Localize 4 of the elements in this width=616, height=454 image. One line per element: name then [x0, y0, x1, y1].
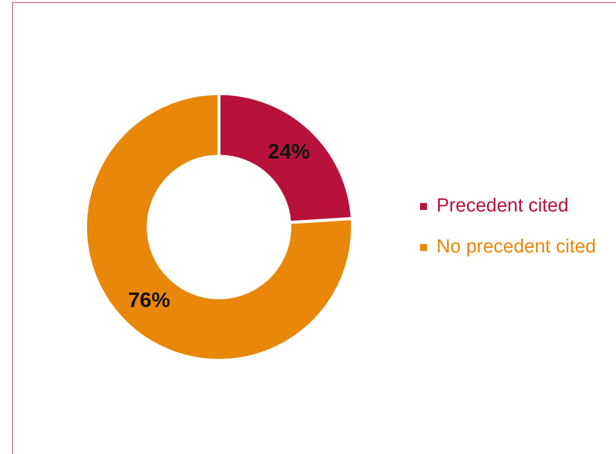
data-label: 24%	[268, 140, 310, 164]
legend-label: Precedent cited	[436, 196, 569, 217]
data-label: 76%	[128, 289, 170, 312]
legend-label: No precedent cited	[436, 236, 596, 258]
